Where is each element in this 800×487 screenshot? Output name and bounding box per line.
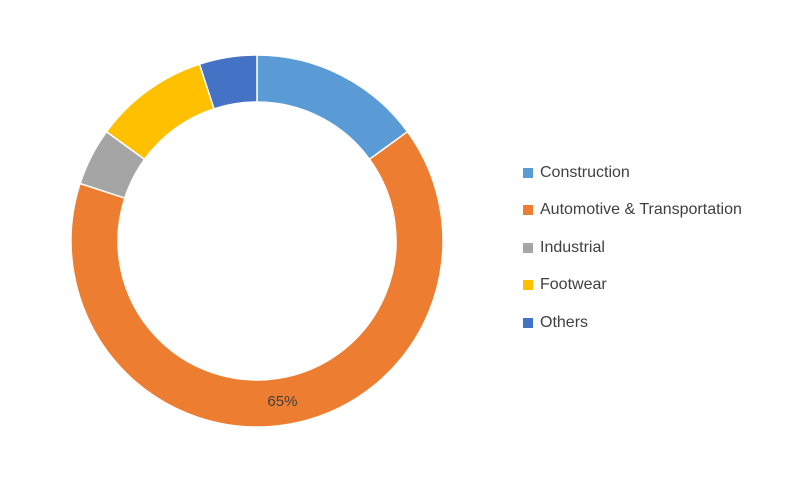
slice-others	[198, 54, 258, 110]
data-label-automotive-and-transportation: 65%	[267, 393, 297, 410]
legend-item-construction: Construction	[523, 154, 742, 192]
legend-item-others: Others	[523, 304, 742, 342]
legend-label: Industrial	[540, 238, 605, 256]
legend-swatch-icon	[523, 317, 533, 328]
slice-automotive-and-transportation	[70, 130, 444, 428]
legend-swatch-icon	[523, 167, 533, 178]
legend-label: Automotive & Transportation	[540, 201, 742, 219]
chart-legend: Construction Automotive & Transportation I…	[523, 154, 742, 342]
slice-construction	[256, 54, 409, 161]
legend-swatch-icon	[523, 280, 533, 291]
legend-swatch-icon	[523, 242, 533, 253]
data-labels: 65%	[267, 393, 297, 410]
legend-label: Footwear	[540, 276, 607, 294]
legend-label: Construction	[540, 163, 630, 181]
legend-item-industrial: Industrial	[523, 229, 742, 267]
legend-swatch-icon	[523, 205, 533, 216]
legend-item-automotive-and-transportation: Automotive & Transportation	[523, 192, 742, 230]
legend-label: Others	[540, 313, 589, 331]
legend-item-footwear: Footwear	[523, 267, 742, 305]
donut-slices	[70, 54, 444, 428]
